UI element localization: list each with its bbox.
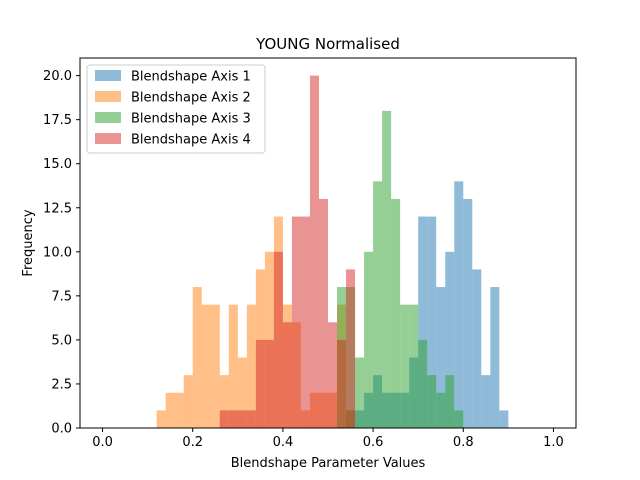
series-3-bar-13 (445, 375, 455, 428)
legend-label-3: Blendshape Axis 3 (131, 112, 251, 127)
y-tick-label: 7.5 (51, 289, 72, 304)
y-tick-label: 17.5 (43, 113, 72, 128)
series-4-bar-8 (282, 322, 292, 428)
legend-label-1: Blendshape Axis 1 (131, 70, 251, 85)
y-tick-label: 20.0 (43, 69, 72, 84)
legend-box (86, 64, 266, 154)
x-tick-label: 0.6 (363, 435, 384, 450)
x-tick-label: 0.8 (453, 435, 474, 450)
series-4-bar-12 (318, 198, 328, 428)
series-4-bar-11 (309, 75, 319, 428)
series-4-bar-4 (246, 410, 256, 428)
series-3-bar-7 (391, 198, 401, 428)
series-3-bar-10 (418, 339, 428, 428)
series-4-bar-7 (273, 251, 283, 428)
series-4-bar-15 (346, 269, 356, 428)
legend-swatch-2 (95, 91, 121, 102)
series-4-bar-2 (228, 410, 238, 428)
series-3-bar-4 (364, 251, 374, 428)
series-4-bar-3 (237, 410, 247, 428)
series-4-bars (219, 75, 356, 428)
series-4-bar-10 (300, 216, 310, 428)
series-2-bar-1 (156, 410, 166, 428)
series-2-bar-7 (210, 304, 220, 428)
series-2-bar-10 (237, 357, 247, 428)
series-4-bar-14 (337, 339, 347, 428)
legend: Blendshape Axis 1 Blendshape Axis 2 Blends… (86, 64, 266, 154)
series-4-bar-9 (291, 216, 301, 428)
legend-label-2: Blendshape Axis 2 (131, 91, 251, 106)
series-3-bar-12 (436, 392, 446, 428)
x-tick-label: 0.2 (182, 435, 203, 450)
series-3-bar-6 (382, 110, 392, 428)
series-1-bar-18 (499, 410, 509, 428)
series-1-bar-15 (472, 269, 482, 428)
series-2-bar-9 (228, 304, 238, 428)
series-2-bar-2 (165, 392, 175, 428)
x-tick-label: 0.4 (273, 435, 294, 450)
series-2-bar-3 (174, 392, 184, 428)
plot-frame (79, 57, 577, 429)
y-tick-label: 5.0 (51, 333, 72, 348)
series-1-bar-16 (481, 375, 491, 428)
x-axis: 0.0 0.2 0.4 0.6 0.8 1.0 (92, 428, 564, 450)
x-axis-title: Blendshape Parameter Values (231, 456, 426, 471)
series-4-bar-5 (255, 339, 265, 428)
y-tick-label: 0.0 (51, 422, 72, 437)
series-4-bar-1 (219, 410, 229, 428)
series-3-bar-5 (373, 181, 383, 428)
series-2-bar-5 (192, 287, 202, 428)
series-2-bar-4 (183, 375, 193, 428)
series-1-bar-12 (445, 251, 455, 428)
series-2-bar-11 (246, 304, 256, 428)
y-axis: 0.0 2.5 5.0 7.5 10.0 12.5 15.0 17.5 20.0 (43, 69, 80, 437)
chart-title: YOUNG Normalised (255, 35, 400, 53)
legend-swatch-3 (95, 112, 121, 123)
y-tick-label: 15.0 (43, 157, 72, 172)
series-3-bar-11 (427, 375, 437, 428)
series-3-bar-9 (409, 304, 419, 428)
series-1-bar-13 (454, 181, 464, 428)
series-4-bar-6 (264, 339, 274, 428)
y-tick-label: 12.5 (43, 201, 72, 216)
series-3-bar-8 (400, 304, 410, 428)
y-axis-title: Frequency (21, 209, 36, 276)
series-3-bar-3 (355, 357, 365, 428)
legend-swatch-4 (95, 133, 121, 144)
legend-label-4: Blendshape Axis 4 (131, 133, 251, 148)
legend-swatch-1 (95, 70, 121, 81)
series-1-bar-10 (427, 216, 437, 428)
x-tick-label: 1.0 (543, 435, 564, 450)
series-1-bar-17 (490, 287, 500, 428)
series-1-bar-9 (418, 216, 428, 428)
series-3-bar-14 (454, 410, 464, 428)
x-tick-label: 0.0 (92, 435, 113, 450)
series-2-bar-6 (201, 304, 211, 428)
series-4-bar-13 (328, 322, 338, 428)
y-tick-label: 10.0 (43, 245, 72, 260)
series-2-bar-8 (219, 375, 229, 428)
bars-layer (156, 75, 509, 428)
y-tick-label: 2.5 (51, 377, 72, 392)
series-1-bar-11 (436, 287, 446, 428)
series-1-bar-14 (463, 198, 473, 428)
